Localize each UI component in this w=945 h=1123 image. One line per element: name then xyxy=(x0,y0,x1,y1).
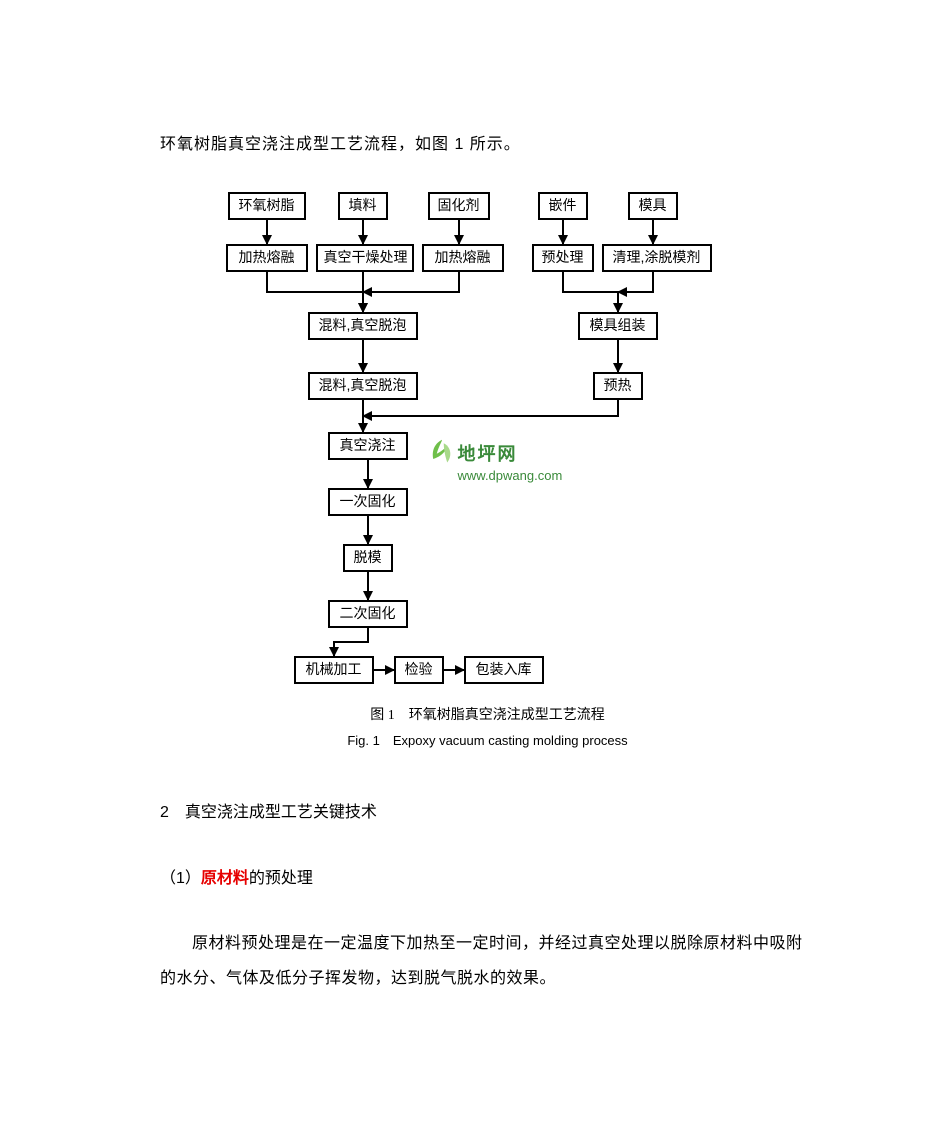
sub1-suffix: 的预处理 xyxy=(249,870,313,887)
leaf-icon xyxy=(428,438,456,466)
edge-clean-moldasm xyxy=(618,272,653,292)
flow-node-epoxy: 环氧树脂 xyxy=(228,192,306,220)
flow-node-heat2: 加热熔融 xyxy=(422,244,504,272)
watermark-title: 地坪网 xyxy=(458,440,563,466)
edge-pretreat-moldasm xyxy=(563,272,618,312)
flow-node-filler: 填料 xyxy=(338,192,388,220)
flow-node-pretreat: 预处理 xyxy=(532,244,594,272)
page: 环氧树脂真空浇注成型工艺流程，如图 1 所示。 地坪网 www.dpwang.c… xyxy=(0,0,945,1123)
flow-node-heat1: 加热熔融 xyxy=(226,244,308,272)
watermark-url: www.dpwang.com xyxy=(458,468,563,483)
edge-heat1-mix1 xyxy=(267,272,363,312)
flow-node-mix2: 混料,真空脱泡 xyxy=(308,372,418,400)
flow-node-preheat: 预热 xyxy=(593,372,643,400)
sub1-prefix: （1） xyxy=(160,870,201,887)
paragraph-1: 原材料预处理是在一定温度下加热至一定时间，并经过真空处理以脱除原材料中吸附的水分… xyxy=(160,926,815,996)
flow-node-pack: 包装入库 xyxy=(464,656,544,684)
flow-node-vacdry: 真空干燥处理 xyxy=(316,244,414,272)
watermark: 地坪网 www.dpwang.com xyxy=(458,440,563,483)
edge-preheat-vaccast xyxy=(363,400,618,416)
flow-node-inspect: 检验 xyxy=(394,656,444,684)
flowchart-canvas: 地坪网 www.dpwang.com 环氧树脂 填料 固化剂 嵌件 模具加热熔融真空干燥… xyxy=(208,192,768,702)
flow-node-harden: 固化剂 xyxy=(428,192,490,220)
edge-heat2-mix1 xyxy=(363,272,459,292)
flow-node-vaccast: 真空浇注 xyxy=(328,432,408,460)
subsection-1-heading: （1）原材料的预处理 xyxy=(160,861,815,896)
flow-node-cure1: 一次固化 xyxy=(328,488,408,516)
figure-caption-cn: 图 1 环氧树脂真空浇注成型工艺流程 xyxy=(208,704,768,724)
sub1-highlight: 原材料 xyxy=(201,870,249,887)
flow-node-cure2: 二次固化 xyxy=(328,600,408,628)
figure-1: 地坪网 www.dpwang.com 环氧树脂 填料 固化剂 嵌件 模具加热熔融真空干燥… xyxy=(208,192,768,749)
flow-node-demold: 脱模 xyxy=(343,544,393,572)
flow-node-clean: 清理,涂脱模剂 xyxy=(602,244,712,272)
figure-caption-en: Fig. 1 Expoxy vacuum casting molding pro… xyxy=(208,730,768,749)
section-2-heading: 2 真空浇注成型工艺关键技术 xyxy=(160,795,815,830)
intro-paragraph: 环氧树脂真空浇注成型工艺流程，如图 1 所示。 xyxy=(160,126,815,164)
flow-node-insert: 嵌件 xyxy=(538,192,588,220)
edge-cure2-mach xyxy=(334,628,368,656)
flow-node-mold: 模具 xyxy=(628,192,678,220)
flow-node-moldasm: 模具组装 xyxy=(578,312,658,340)
flow-node-mach: 机械加工 xyxy=(294,656,374,684)
flow-node-mix1: 混料,真空脱泡 xyxy=(308,312,418,340)
